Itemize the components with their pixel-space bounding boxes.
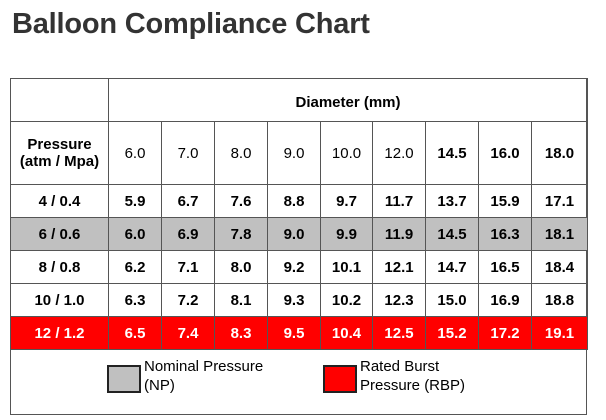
diameter-value-cell: 7.6 (214, 184, 268, 218)
diameter-value-cell: 5.9 (108, 184, 162, 218)
diameter-value-cell: 14.5 (425, 217, 479, 251)
pressure-cell: 10 / 1.0 (10, 283, 109, 317)
legend-swatch-np (107, 365, 141, 393)
diameter-value-cell: 6.2 (108, 250, 162, 284)
diameter-value-cell: 10.2 (320, 283, 373, 317)
diameter-value-cell: 9.9 (320, 217, 373, 251)
pressure-cell: 4 / 0.4 (10, 184, 109, 218)
pressure-cell: 8 / 0.8 (10, 250, 109, 284)
diameter-value-cell: 6.0 (108, 217, 162, 251)
diameter-value-cell: 13.7 (425, 184, 479, 218)
diameter-value-cell: 11.7 (372, 184, 426, 218)
pressure-header: Pressure (atm / Mpa) (10, 121, 109, 185)
legend-label-line: Rated Burst (360, 358, 440, 375)
legend-label-line: Pressure (RBP) (360, 377, 466, 394)
legend-swatch-rbp (323, 365, 357, 393)
diameter-size-row: Pressure (atm / Mpa) 6.0 7.0 8.0 9.0 10.0 12.… (10, 121, 588, 185)
pressure-cell: 6 / 0.6 (10, 217, 109, 251)
diameter-cell: 18.0 (531, 121, 588, 185)
diameter-value-cell: 18.8 (531, 283, 588, 317)
diameter-cell: 14.5 (425, 121, 479, 185)
legend-label-line: Nominal Pressure (144, 358, 264, 375)
compliance-table: Diameter (mm) Pressure (atm / Mpa) 6.0 7.… (10, 78, 588, 350)
pressure-row: 12 / 1.2 6.5 7.4 8.3 9.5 10.4 12.5 15.2 17.2 19.1 (10, 316, 588, 350)
pressure-row: 6 / 0.6 6.0 6.9 7.8 9.0 9.9 11.9 14.5 16.3 18.1 (10, 217, 588, 251)
diameter-value-cell: 9.2 (267, 250, 321, 284)
diameter-value-cell: 12.3 (372, 283, 426, 317)
diameter-value-cell: 7.2 (161, 283, 215, 317)
diameter-value-cell: 8.1 (214, 283, 268, 317)
pressure-row: 4 / 0.4 5.9 6.7 7.6 8.8 9.7 11.7 13.7 15.9 17.1 (10, 184, 588, 218)
diameter-value-cell: 15.2 (425, 316, 479, 350)
diameter-value-cell: 18.1 (531, 217, 588, 251)
diameter-header: Diameter (mm) (108, 78, 588, 122)
diameter-cell: 8.0 (214, 121, 268, 185)
pressure-row: 10 / 1.0 6.3 7.2 8.1 9.3 10.2 12.3 15.0 16.9 18.8 (10, 283, 588, 317)
diameter-header-row: Diameter (mm) (10, 78, 588, 122)
diameter-value-cell: 9.7 (320, 184, 373, 218)
diameter-value-cell: 16.3 (478, 217, 532, 251)
diameter-value-cell: 10.1 (320, 250, 373, 284)
diameter-value-cell: 6.9 (161, 217, 215, 251)
diameter-value-cell: 14.7 (425, 250, 479, 284)
diameter-value-cell: 9.0 (267, 217, 321, 251)
diameter-value-cell: 8.3 (214, 316, 268, 350)
diameter-cell: 7.0 (161, 121, 215, 185)
legend: Nominal Pressure (NP) Rated Burst Pressure … (10, 345, 587, 413)
diameter-cell: 6.0 (108, 121, 162, 185)
diameter-value-cell: 11.9 (372, 217, 426, 251)
legend-label-line: (NP) (144, 377, 175, 394)
diameter-value-cell: 6.7 (161, 184, 215, 218)
legend-label-np: Nominal Pressure (NP) (144, 357, 263, 395)
diameter-value-cell: 18.4 (531, 250, 588, 284)
diameter-value-cell: 9.3 (267, 283, 321, 317)
diameter-value-cell: 7.1 (161, 250, 215, 284)
diameter-value-cell: 6.3 (108, 283, 162, 317)
diameter-value-cell: 19.1 (531, 316, 588, 350)
diameter-value-cell: 10.4 (320, 316, 373, 350)
diameter-value-cell: 15.9 (478, 184, 532, 218)
legend-label-rbp: Rated Burst Pressure (RBP) (360, 357, 465, 395)
diameter-cell: 9.0 (267, 121, 321, 185)
page-title: Balloon Compliance Chart (12, 8, 370, 40)
diameter-value-cell: 17.1 (531, 184, 588, 218)
diameter-value-cell: 16.5 (478, 250, 532, 284)
diameter-value-cell: 8.8 (267, 184, 321, 218)
corner-cell (10, 78, 109, 122)
diameter-cell: 10.0 (320, 121, 373, 185)
pressure-cell: 12 / 1.2 (10, 316, 109, 350)
diameter-value-cell: 12.5 (372, 316, 426, 350)
diameter-value-cell: 7.8 (214, 217, 268, 251)
diameter-value-cell: 15.0 (425, 283, 479, 317)
diameter-cell: 16.0 (478, 121, 532, 185)
diameter-value-cell: 16.9 (478, 283, 532, 317)
diameter-value-cell: 8.0 (214, 250, 268, 284)
diameter-value-cell: 12.1 (372, 250, 426, 284)
diameter-cell: 12.0 (372, 121, 426, 185)
pressure-row: 8 / 0.8 6.2 7.1 8.0 9.2 10.1 12.1 14.7 16.5 18.4 (10, 250, 588, 284)
